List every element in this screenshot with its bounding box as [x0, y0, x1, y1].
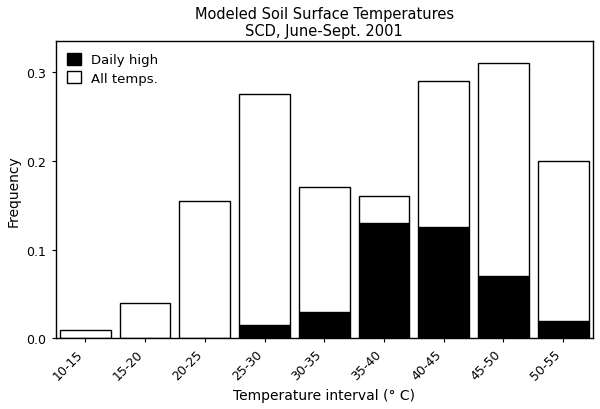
Bar [299, 188, 350, 312]
Bar [239, 95, 290, 325]
Bar [359, 223, 409, 339]
Bar [299, 312, 350, 339]
Bar [60, 330, 111, 339]
Bar [418, 82, 469, 228]
X-axis label: Temperature interval (° C): Temperature interval (° C) [233, 388, 415, 402]
Bar [538, 162, 589, 321]
Y-axis label: Frequency: Frequency [7, 155, 21, 226]
Bar [478, 276, 529, 339]
Title: Modeled Soil Surface Temperatures
SCD, June-Sept. 2001: Modeled Soil Surface Temperatures SCD, J… [195, 7, 454, 39]
Bar [478, 64, 529, 276]
Bar [239, 325, 290, 339]
Bar [179, 201, 230, 339]
Bar [418, 228, 469, 339]
Bar [120, 303, 170, 339]
Bar [359, 197, 409, 223]
Legend: Daily high, All temps.: Daily high, All temps. [62, 48, 164, 91]
Bar [538, 321, 589, 339]
